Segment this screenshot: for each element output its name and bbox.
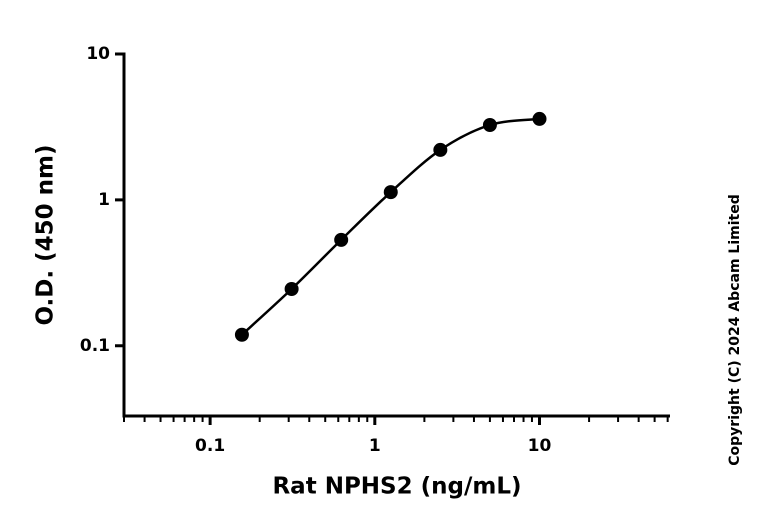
data-point — [433, 142, 448, 157]
data-point — [234, 327, 249, 342]
data-point — [334, 232, 349, 247]
x-tick-label: 1 — [369, 436, 381, 456]
y-tick-label: 0.1 — [80, 336, 110, 356]
y-axis-title: O.D. (450 nm) — [33, 144, 59, 325]
y-tick-label: 1 — [98, 190, 110, 210]
data-point — [383, 185, 398, 200]
data-point — [482, 118, 497, 133]
data-point — [284, 281, 299, 296]
copyright: Copyright (C) 2024 Abcam Limited — [727, 194, 743, 465]
x-axis-title: Rat NPHS2 (ng/mL) — [272, 474, 521, 500]
y-tick-label: 10 — [86, 44, 110, 64]
x-tick-label: 0.1 — [195, 436, 225, 456]
x-tick-label: 10 — [528, 436, 552, 456]
fit-curve — [241, 117, 540, 336]
data-point — [532, 111, 547, 126]
